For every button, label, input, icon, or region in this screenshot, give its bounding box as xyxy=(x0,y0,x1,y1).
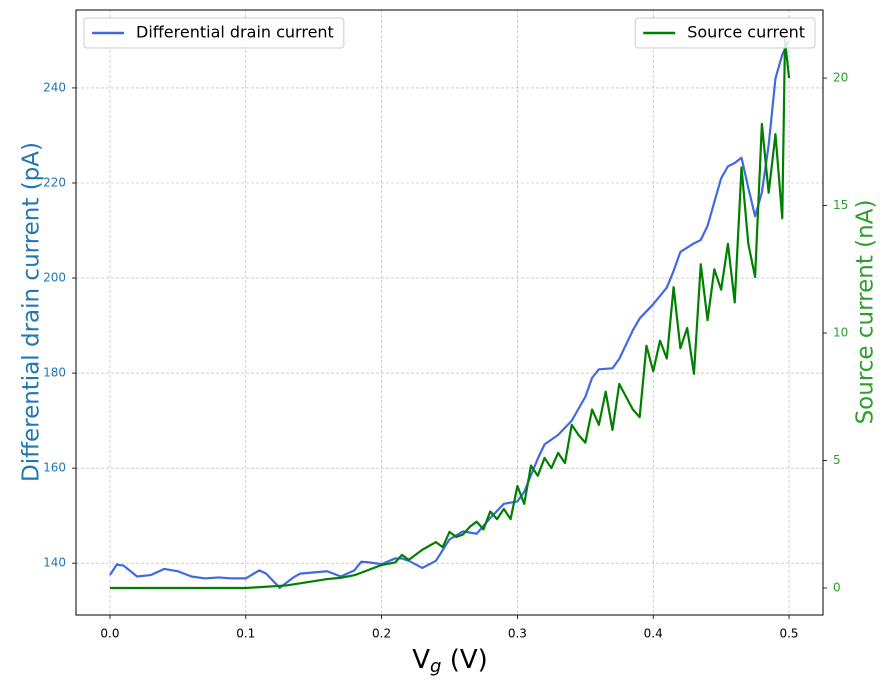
x-tick-label: 0.3 xyxy=(508,627,527,641)
line-series xyxy=(109,39,791,590)
x-label-main: V xyxy=(412,645,430,675)
y-tick-label: 180 xyxy=(43,366,66,380)
y2-axis-label: Source current (nA) xyxy=(853,200,879,425)
line-series xyxy=(109,38,791,590)
y-tick-label: 160 xyxy=(43,461,66,475)
legend-label: Differential drain current xyxy=(136,23,334,42)
legend: Source current xyxy=(634,17,816,49)
x-axis-label: Vg (V) xyxy=(412,645,488,678)
legend-box xyxy=(634,17,816,49)
x-tick-label: 0.5 xyxy=(779,627,798,641)
legend: Differential drain current xyxy=(83,17,345,49)
legend-box xyxy=(83,17,345,49)
y2-tick-label: 10 xyxy=(833,326,848,340)
x-tick-label: 0.4 xyxy=(644,627,663,641)
x-tick-label: 0.0 xyxy=(100,627,119,641)
x-tick-label: 0.2 xyxy=(372,627,391,641)
y2-tick-label: 5 xyxy=(833,453,841,467)
x-label-rest: (V) xyxy=(441,645,487,675)
y-tick-label: 140 xyxy=(43,556,66,570)
y2-tick-label: 0 xyxy=(833,580,841,594)
x-label-sub: g xyxy=(430,656,441,677)
y-tick-label: 220 xyxy=(43,175,66,189)
y-axis-label: Differential drain current (pA) xyxy=(19,142,45,482)
x-tick-label: 0.1 xyxy=(236,627,255,641)
y2-tick-label: 20 xyxy=(833,71,848,85)
y-tick-label: 240 xyxy=(43,80,66,94)
plot-frame xyxy=(75,9,824,616)
y2-tick-label: 15 xyxy=(833,198,848,212)
legend-label: Source current xyxy=(687,23,805,42)
y-tick-label: 200 xyxy=(43,271,66,285)
